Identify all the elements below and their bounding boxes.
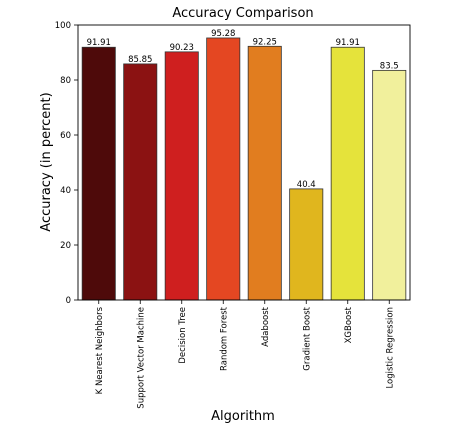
y-tick-label-0: 0 xyxy=(66,296,71,306)
y-tick-label-3: 60 xyxy=(60,131,71,141)
data-label-7: 83.5 xyxy=(380,61,399,71)
bar-3 xyxy=(206,37,241,301)
x-tick-label-0: K Nearest Neighbors xyxy=(95,306,105,394)
y-axis-title: Accuracy (in percent) xyxy=(39,92,54,231)
y-tick-label-1: 20 xyxy=(60,241,71,251)
bar-5 xyxy=(289,188,324,301)
y-tick-label-4: 80 xyxy=(60,76,71,86)
x-tick-label-2: Decision Tree xyxy=(178,307,188,364)
data-label-6: 91.91 xyxy=(336,38,360,48)
y-tick-label-5: 100 xyxy=(55,21,71,31)
data-label-1: 85.85 xyxy=(128,55,152,65)
bar-7 xyxy=(372,69,407,301)
bar-0 xyxy=(81,46,116,301)
x-axis-title: Algorithm xyxy=(211,409,275,424)
bar-4 xyxy=(247,45,282,301)
data-label-5: 40.4 xyxy=(297,180,316,190)
y-tick-label-2: 40 xyxy=(60,186,71,196)
bar-1 xyxy=(123,63,158,301)
x-tick-label-5: Gradient Boost xyxy=(302,306,312,370)
data-label-0: 91.91 xyxy=(87,38,111,48)
x-tick-label-4: Adaboost xyxy=(261,306,271,346)
bar-6 xyxy=(330,46,365,301)
x-tick-label-6: XGBoost xyxy=(344,306,354,343)
plot-area: 91.91 85.85 90.23 95.28 92.25 40.4 91.91 83.5 0 2… xyxy=(55,21,411,409)
bar-2 xyxy=(164,51,199,301)
chart-title: Accuracy Comparison xyxy=(172,6,313,21)
data-label-4: 92.25 xyxy=(253,37,277,47)
data-label-3: 95.28 xyxy=(211,29,235,39)
x-tick-label-7: Logistic Regression xyxy=(385,307,395,389)
axes-frame xyxy=(77,24,411,301)
data-label-2: 90.23 xyxy=(170,43,194,53)
x-tick-label-3: Random Forest xyxy=(219,306,229,371)
x-tick-label-1: Support Vector Machine xyxy=(136,307,146,409)
